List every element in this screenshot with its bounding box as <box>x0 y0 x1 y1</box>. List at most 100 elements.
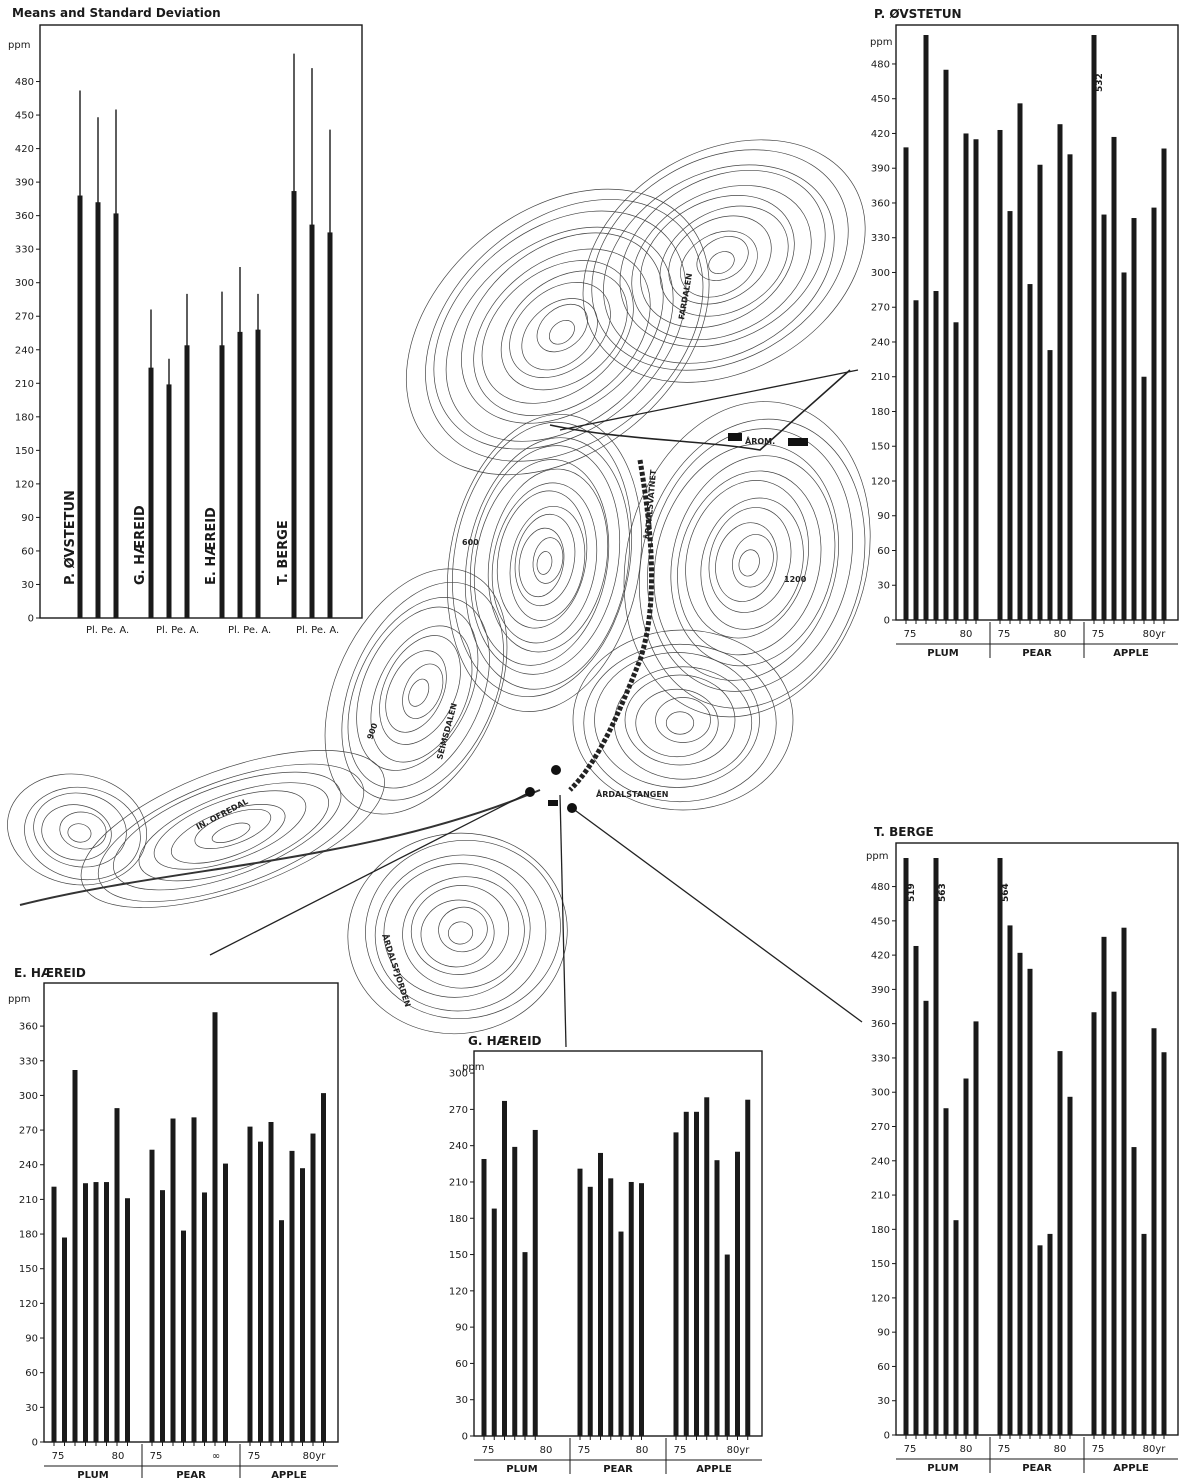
g-haereid-y-tick-label: 180 <box>449 1214 468 1225</box>
means-chart-y-axis: 0 30 60 90 120 150 180 210 240 270 300 330 360 390 420… <box>15 77 40 625</box>
contour-line <box>402 876 525 989</box>
e-haereid-fruit-label: PEAR <box>176 1470 206 1478</box>
t-berge-y-unit: ppm <box>866 851 888 862</box>
g-haereid-title: G. HÆREID <box>468 1034 542 1048</box>
p-ovstetun-y-tick-label: 270 <box>871 303 890 314</box>
contour-line <box>385 650 447 733</box>
p-ovstetun-y-tick-label: 450 <box>871 94 890 105</box>
data-bar <box>1111 136 1117 620</box>
data-bar <box>683 1111 689 1436</box>
data-bar <box>1047 1233 1053 1435</box>
mean-bar <box>184 345 190 618</box>
contour-line <box>583 643 777 803</box>
means-y-tick-label: 240 <box>15 345 34 356</box>
data-bar <box>587 1186 593 1436</box>
data-bar <box>973 1021 979 1435</box>
mean-bar <box>327 232 333 619</box>
t-berge-peak-label: 519 <box>907 883 917 902</box>
farda-label: FARDALEN <box>677 272 694 320</box>
data-bar <box>1037 1245 1043 1435</box>
g-haereid-year-label: 75 <box>482 1445 495 1456</box>
g-haereid-plot-border <box>473 1050 763 1437</box>
ofre-label: IN. OFREDAL <box>195 797 250 832</box>
means-group-label: P. ØVSTETUN <box>63 490 78 585</box>
t-berge-year-label: 75 <box>904 1444 917 1455</box>
g-haereid-year-label: 75 <box>578 1445 591 1456</box>
means-y-tick-label: 180 <box>15 412 34 423</box>
g-haereid-frame <box>473 1050 763 1437</box>
data-bar <box>170 1118 176 1442</box>
leader-line-t-berge <box>571 807 863 1023</box>
data-bar <box>903 147 909 620</box>
contour-line <box>410 885 510 975</box>
means-y-tick-label: 120 <box>15 479 34 490</box>
data-bar <box>923 35 929 620</box>
t-berge-y-tick-label: 420 <box>871 951 890 962</box>
e-haereid-year-label: 75 <box>52 1451 65 1462</box>
data-bar <box>1067 1096 1073 1435</box>
data-bar <box>694 1111 699 1436</box>
means-chart-y-unit: ppm <box>8 40 30 51</box>
p-ovstetun-y-tick-label: 150 <box>871 442 890 453</box>
data-bar <box>1101 214 1107 621</box>
contour-line <box>447 413 642 712</box>
data-bar <box>913 945 919 1435</box>
p-ovstetun-y-tick-label: 30 <box>877 581 890 592</box>
data-bar <box>1067 154 1073 620</box>
data-bar <box>202 1192 207 1442</box>
contour-line <box>433 210 687 450</box>
contour-line <box>613 666 753 780</box>
data-bar <box>1131 1147 1137 1435</box>
contour-line <box>405 188 710 476</box>
contour-line <box>738 549 760 577</box>
contour-line <box>685 480 809 639</box>
contour-line <box>619 169 826 348</box>
contour-line <box>536 303 588 353</box>
e-haereid-y-tick-label: 270 <box>19 1126 38 1137</box>
contour-line <box>113 771 342 891</box>
data-bar <box>1101 936 1107 1435</box>
p-ovstetun-fruit-label: APPLE <box>1113 648 1149 659</box>
data-bar <box>1161 148 1167 620</box>
p-ovstetun-y-axis: 0 30 60 90 120 150 180 210 240 270 300 330 360 390 420… <box>871 59 896 627</box>
contour-line <box>374 854 547 1012</box>
mean-bar <box>95 202 101 618</box>
g-haereid-y-tick-label: 60 <box>455 1359 468 1370</box>
t-berge-y-tick-label: 90 <box>877 1328 890 1339</box>
means-group-label: E. HÆREID <box>204 507 219 585</box>
contour-line <box>708 251 735 274</box>
data-bar <box>1111 991 1117 1435</box>
data-bar <box>532 1129 538 1436</box>
data-bar <box>714 1160 720 1436</box>
g-haereid-y-axis: 0 30 60 90 120 150 180 210 240 270 300 <box>449 1069 474 1443</box>
p-ovstetun-y-tick-label: 360 <box>871 198 890 209</box>
mean-bar <box>237 331 243 618</box>
mean-bar <box>291 191 297 618</box>
e-haereid-chart: E. HÆREID ppm 0 30 60 90 120 150 180 210 240 270 3… <box>8 966 339 1478</box>
t-berge-y-tick-label: 270 <box>871 1122 890 1133</box>
p-ovstetun-y-tick-label: 60 <box>877 546 890 557</box>
stangen-label: ÅRDALSTANGEN <box>596 789 669 799</box>
data-bar <box>1091 35 1097 620</box>
data-bar <box>608 1178 614 1436</box>
e-haereid-y-tick-label: 240 <box>19 1160 38 1171</box>
contour-line <box>402 663 444 719</box>
t-berge-year-label: 75 <box>998 1444 1011 1455</box>
data-bar <box>953 322 959 620</box>
data-bar <box>247 1126 253 1442</box>
mean-bar <box>113 213 119 619</box>
p-ovstetun-y-tick-label: 0 <box>884 616 890 627</box>
contour-line <box>481 260 634 404</box>
data-bar <box>522 1252 528 1436</box>
data-bar <box>1007 925 1013 1435</box>
contour-line <box>347 597 490 789</box>
contour-line <box>700 497 804 630</box>
g-haereid-x-axis: 75 80 75 80 75 80yr <box>482 1436 750 1456</box>
g-haereid-year-label: 80 <box>636 1445 649 1456</box>
e-haereid-fruit-axis: PLUM PEAR APPLE <box>44 1444 338 1478</box>
e-haereid-y-tick-label: 210 <box>19 1195 38 1206</box>
t-berge-peak-label: 564 <box>1001 883 1011 902</box>
e-haereid-year-label: 80yr <box>303 1451 327 1462</box>
contour-line <box>665 711 695 735</box>
data-bar <box>104 1182 109 1442</box>
